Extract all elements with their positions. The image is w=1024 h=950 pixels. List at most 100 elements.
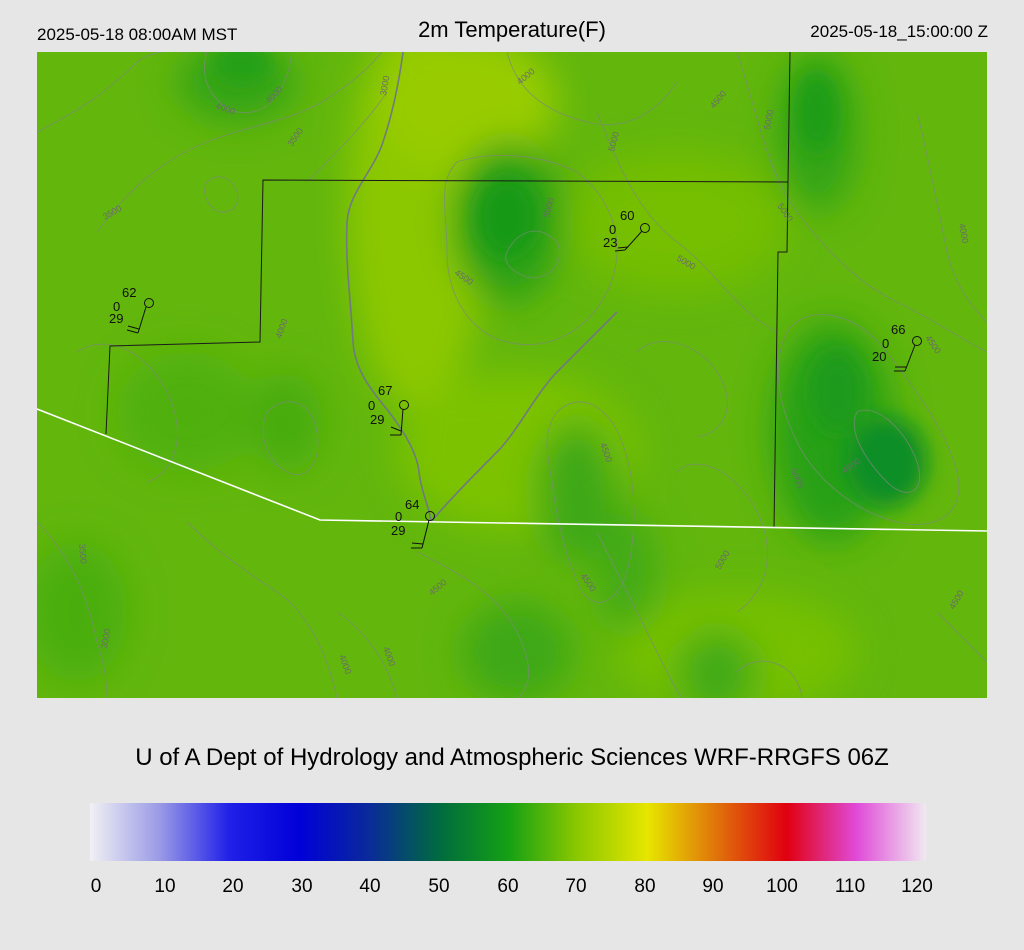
contour-line bbox=[596, 111, 778, 333]
river-branch bbox=[430, 311, 618, 523]
cold-core-5 bbox=[212, 52, 272, 82]
station-temp: 64 bbox=[405, 497, 419, 512]
station-circle bbox=[640, 223, 650, 233]
cold-core-3 bbox=[812, 352, 862, 432]
station-circle bbox=[425, 511, 435, 521]
cool-ridge-11 bbox=[117, 352, 257, 472]
temperature-map: 4000 4000 3000 3500 4000 4500 5000 3500 … bbox=[37, 52, 987, 698]
contour-line bbox=[596, 531, 683, 698]
station-temp: 60 bbox=[620, 208, 634, 223]
contour-line bbox=[676, 463, 768, 613]
cold-core-2 bbox=[847, 417, 927, 507]
station-circle bbox=[912, 336, 922, 346]
cold-core-4 bbox=[797, 72, 837, 152]
wind-barb-icon bbox=[904, 344, 916, 372]
contour-line bbox=[96, 52, 383, 233]
station-gust: 29 bbox=[109, 311, 123, 326]
contour-label: 5000 bbox=[762, 109, 775, 130]
cool-ridge-10 bbox=[37, 542, 127, 682]
wind-barb-flag bbox=[390, 426, 402, 432]
river-channel bbox=[345, 52, 432, 523]
wind-barb-icon bbox=[400, 408, 404, 436]
colorbar-tick: 20 bbox=[222, 876, 244, 897]
cool-ridge-6 bbox=[252, 372, 322, 472]
cool-ridge-8 bbox=[677, 632, 757, 698]
station-plot: 64 0 29 bbox=[391, 497, 435, 549]
contour-line bbox=[203, 52, 293, 114]
warm-valley-top bbox=[377, 52, 557, 172]
wind-barb-flag bbox=[411, 542, 424, 545]
colorbar-tick: 90 bbox=[702, 876, 724, 897]
contour-line bbox=[444, 154, 618, 345]
station-gust: 20 bbox=[872, 349, 886, 364]
colorbar-tick: 40 bbox=[359, 876, 381, 897]
station-temp: 67 bbox=[378, 383, 392, 398]
county-boundaries bbox=[105, 52, 791, 529]
station-dewpoint: 0 bbox=[113, 299, 120, 314]
contour-line bbox=[546, 401, 635, 603]
contour-line bbox=[306, 91, 388, 183]
contour-line bbox=[936, 611, 987, 663]
county-line bbox=[773, 181, 789, 529]
station-circle bbox=[144, 298, 154, 308]
warm-east bbox=[567, 152, 787, 292]
station-plot: 60 0 23 bbox=[603, 208, 650, 252]
wind-barb-flag bbox=[127, 325, 140, 330]
utc-time-label: 2025-05-18_15:00:00 Z bbox=[810, 22, 988, 41]
contour-line bbox=[736, 660, 803, 698]
contour-line bbox=[636, 341, 728, 438]
station-temp: 66 bbox=[891, 322, 905, 337]
station-gust: 23 bbox=[603, 235, 617, 250]
contour-line bbox=[204, 176, 239, 213]
station-plot: 66 0 20 bbox=[872, 322, 922, 372]
contour-line bbox=[505, 230, 561, 279]
station-temp: 62 bbox=[122, 285, 136, 300]
state-border bbox=[37, 408, 987, 532]
cool-ridge-7 bbox=[462, 602, 572, 698]
contour-line bbox=[506, 52, 678, 126]
border-line bbox=[37, 408, 987, 532]
colorbar-tick: 80 bbox=[634, 876, 656, 897]
station-circle bbox=[399, 400, 409, 410]
cold-cores bbox=[212, 52, 927, 507]
contour-line bbox=[262, 401, 319, 475]
credit-line: U of A Dept of Hydrology and Atmospheric… bbox=[135, 744, 889, 771]
station-gust: 29 bbox=[370, 412, 384, 427]
colorbar-tick: 120 bbox=[901, 876, 933, 897]
colorbar-tick: 60 bbox=[497, 876, 519, 897]
contour-line bbox=[37, 521, 108, 698]
station-dewpoint: 0 bbox=[368, 398, 375, 413]
colorbar-tick: 110 bbox=[834, 876, 866, 897]
contour-line bbox=[336, 611, 398, 698]
colorbar-tick: 30 bbox=[291, 876, 313, 897]
station-gust: 29 bbox=[391, 523, 405, 538]
contour-line bbox=[76, 343, 178, 483]
contour-line bbox=[416, 551, 529, 698]
station-plot: 67 0 29 bbox=[368, 383, 409, 436]
contour-line bbox=[37, 52, 187, 133]
station-dewpoint: 0 bbox=[609, 222, 616, 237]
wind-barb-flag bbox=[126, 329, 139, 334]
colorbar-tick: 100 bbox=[766, 876, 798, 897]
river bbox=[345, 52, 618, 523]
contour-label: 3000 bbox=[378, 75, 391, 96]
wind-barb-flag bbox=[614, 249, 626, 252]
cool-ridge-5 bbox=[537, 422, 617, 562]
wind-barb-icon bbox=[137, 306, 147, 334]
colorbar-tick: 10 bbox=[154, 876, 176, 897]
contour-label: 3500 bbox=[77, 543, 89, 564]
cold-core-1 bbox=[477, 177, 537, 257]
colorbar-tick: 70 bbox=[565, 876, 587, 897]
station-dewpoint: 0 bbox=[882, 336, 889, 351]
contour-line bbox=[186, 521, 338, 698]
temperature-shading bbox=[37, 52, 892, 698]
contour-line bbox=[736, 52, 987, 353]
wind-barb-flag bbox=[617, 246, 629, 249]
contour-line bbox=[777, 314, 960, 525]
colorbar-tick: 50 bbox=[428, 876, 450, 897]
map-title: 2m Temperature(F) bbox=[418, 17, 606, 42]
contour-label: 3000 bbox=[99, 628, 112, 649]
station-plot: 62 0 29 bbox=[109, 285, 154, 334]
contour-label: 4000 bbox=[957, 223, 970, 244]
contour-line bbox=[853, 409, 921, 493]
